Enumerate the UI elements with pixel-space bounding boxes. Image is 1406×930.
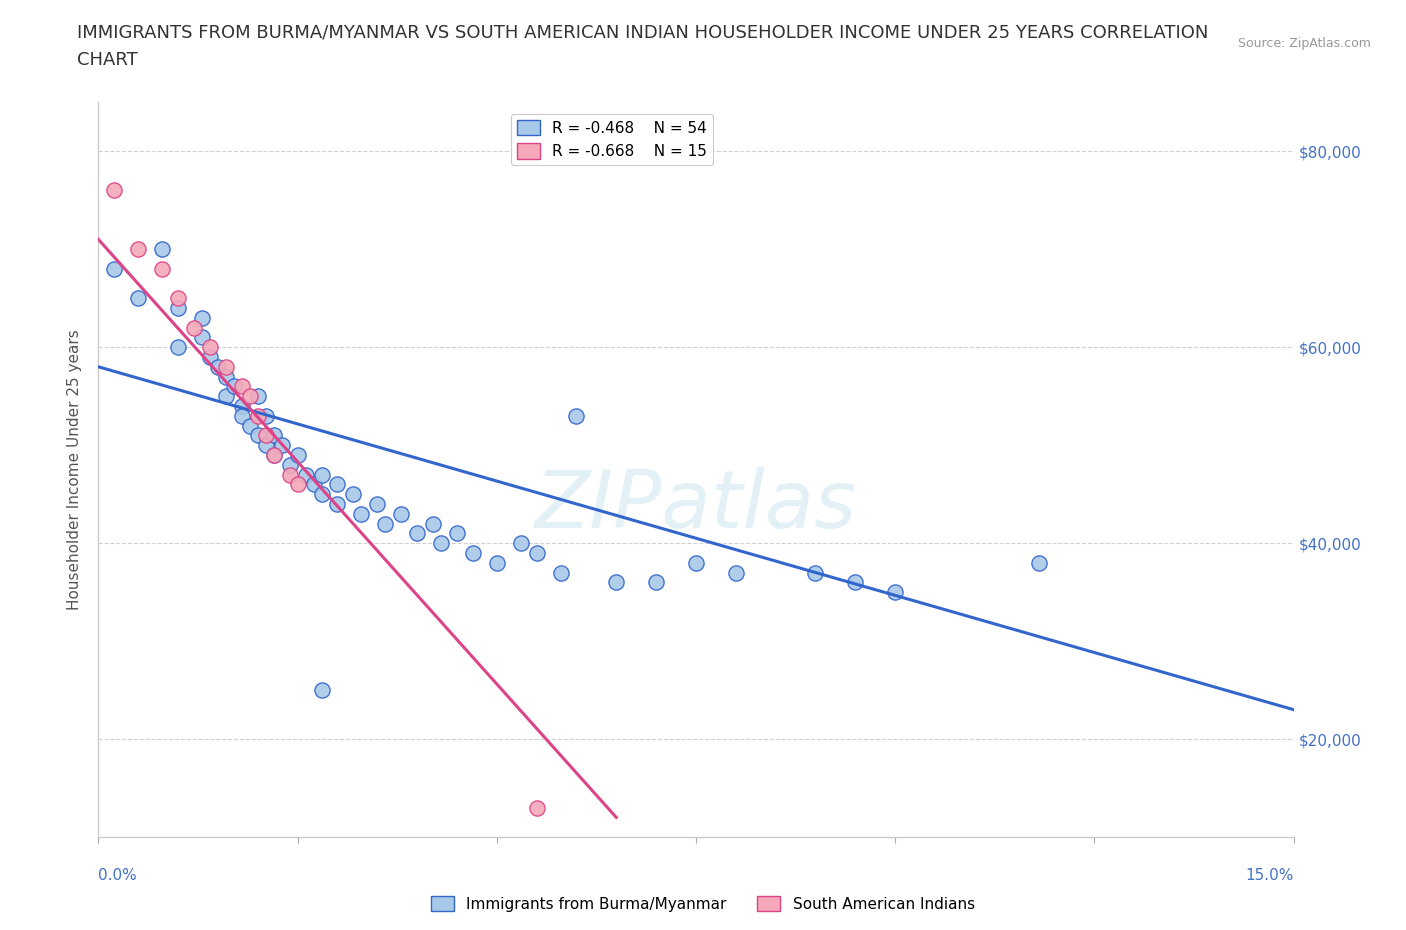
Legend: R = -0.468    N = 54, R = -0.668    N = 15: R = -0.468 N = 54, R = -0.668 N = 15 [512, 113, 713, 166]
Point [270, 438, 292, 453]
Point [207, 359, 229, 374]
Point [342, 486, 364, 501]
Point [509, 536, 531, 551]
Point [461, 546, 484, 561]
Point [231, 408, 253, 423]
Y-axis label: Householder Income Under 25 years: Householder Income Under 25 years [67, 329, 83, 610]
Point [167, 300, 190, 315]
Point [215, 359, 238, 374]
Point [1028, 555, 1050, 570]
Point [215, 389, 238, 404]
Point [326, 497, 349, 512]
Text: 15.0%: 15.0% [1246, 868, 1294, 883]
Point [311, 467, 333, 482]
Point [326, 477, 349, 492]
Point [565, 408, 588, 423]
Point [422, 516, 444, 531]
Point [103, 183, 125, 198]
Legend: Immigrants from Burma/Myanmar, South American Indians: Immigrants from Burma/Myanmar, South Ame… [425, 889, 981, 918]
Point [645, 575, 668, 590]
Point [246, 389, 269, 404]
Point [526, 800, 548, 815]
Point [278, 458, 301, 472]
Point [198, 339, 221, 354]
Point [263, 447, 285, 462]
Point [485, 555, 508, 570]
Point [366, 497, 388, 512]
Point [150, 242, 173, 257]
Text: ZIPatlas: ZIPatlas [534, 468, 858, 545]
Point [685, 555, 707, 570]
Point [430, 536, 453, 551]
Point [246, 428, 269, 443]
Point [294, 467, 316, 482]
Text: IMMIGRANTS FROM BURMA/MYANMAR VS SOUTH AMERICAN INDIAN HOUSEHOLDER INCOME UNDER : IMMIGRANTS FROM BURMA/MYANMAR VS SOUTH A… [77, 23, 1209, 41]
Point [231, 399, 253, 414]
Point [605, 575, 627, 590]
Point [239, 389, 262, 404]
Point [254, 428, 277, 443]
Point [550, 565, 572, 580]
Point [389, 506, 412, 521]
Point [311, 486, 333, 501]
Point [191, 311, 214, 325]
Point [374, 516, 396, 531]
Point [804, 565, 827, 580]
Point [446, 525, 468, 540]
Text: 0.0%: 0.0% [98, 868, 138, 883]
Point [884, 585, 907, 600]
Point [350, 506, 373, 521]
Point [222, 379, 245, 393]
Point [287, 447, 309, 462]
Point [167, 291, 190, 306]
Point [287, 477, 309, 492]
Point [191, 330, 214, 345]
Point [263, 447, 285, 462]
Point [724, 565, 747, 580]
Point [526, 546, 548, 561]
Point [198, 350, 221, 365]
Point [239, 418, 262, 433]
Point [103, 261, 125, 276]
Point [127, 291, 149, 306]
Point [406, 525, 429, 540]
Point [231, 379, 253, 393]
Point [844, 575, 866, 590]
Point [254, 408, 277, 423]
Point [254, 438, 277, 453]
Point [246, 408, 269, 423]
Text: Source: ZipAtlas.com: Source: ZipAtlas.com [1237, 37, 1371, 50]
Point [127, 242, 149, 257]
Point [150, 261, 173, 276]
Point [167, 339, 190, 354]
Point [302, 477, 325, 492]
Text: CHART: CHART [77, 51, 138, 69]
Point [183, 320, 205, 335]
Point [263, 428, 285, 443]
Point [278, 467, 301, 482]
Point [215, 369, 238, 384]
Point [311, 683, 333, 698]
